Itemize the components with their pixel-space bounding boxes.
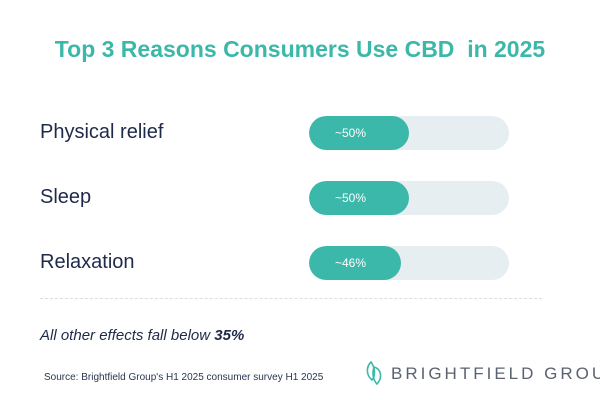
bar-fill: ~50% (309, 116, 409, 150)
bar-track: ~50% (309, 181, 509, 215)
category-label: Physical relief (40, 121, 164, 143)
bar-track: ~50% (309, 116, 509, 150)
brightfield-leaf-icon (366, 360, 382, 386)
footnote: All other effects fall below 35% (40, 327, 244, 344)
bar-fill: ~50% (309, 181, 409, 215)
logo-text: BRIGHTFIELD GROUP (391, 364, 600, 383)
chart-title: Top 3 Reasons Consumers Use CBD in 2025 (54, 36, 546, 62)
bar-value-label: ~46% (335, 256, 367, 270)
bar-value-label: ~50% (335, 191, 367, 205)
footnote-text: All other effects fall below (40, 327, 215, 344)
footnote-emphasis: 35% (214, 327, 245, 344)
category-label: Sleep (40, 186, 92, 208)
category-label: Relaxation (40, 251, 135, 273)
bar-value-label: ~50% (335, 126, 367, 140)
divider (40, 298, 542, 299)
source-citation: Source: Brightfield Group's H1 2025 cons… (44, 372, 324, 383)
bar-fill: ~46% (309, 246, 401, 280)
bar-track: ~46% (309, 246, 509, 280)
